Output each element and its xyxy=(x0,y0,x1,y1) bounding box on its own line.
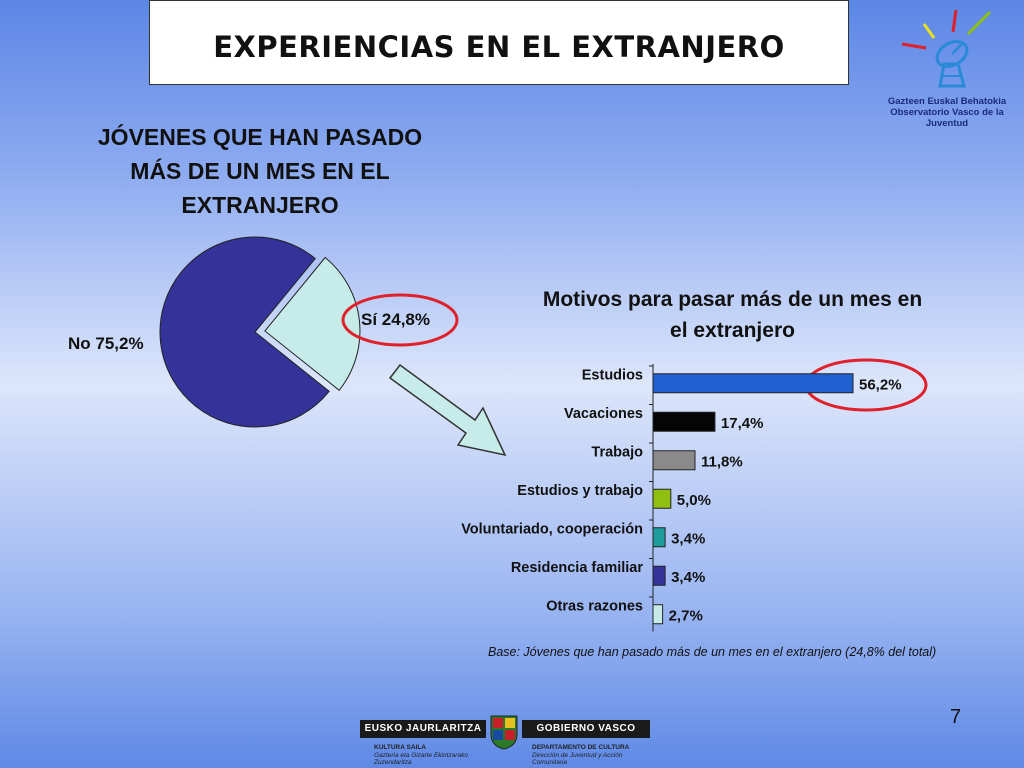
bar-category-label: Estudios y trabajo xyxy=(517,483,643,499)
bar-chart-title: Motivos para pasar más de un mes en el e… xyxy=(490,284,975,346)
footer-left-sub2: Zuzendaritza xyxy=(374,759,412,766)
bar-value-label: 3,4% xyxy=(671,569,705,586)
footer-right-sub1: Dirección de Juventud y Acción xyxy=(532,751,623,759)
bar-category-label: Vacaciones xyxy=(564,406,643,422)
bar-1 xyxy=(652,411,716,432)
bar-4 xyxy=(652,527,666,548)
logo-text: Gazteen Euskal Behatokia Observatorio Va… xyxy=(870,96,1024,129)
bar-title-line-1: Motivos para pasar más de un mes en xyxy=(542,288,923,311)
bar-value-label: 3,4% xyxy=(671,530,705,547)
bar-value-label: 2,7% xyxy=(669,607,703,624)
bar-category-label: Voluntariado, cooperación xyxy=(461,521,643,537)
pie-slice-no xyxy=(159,236,330,428)
bar-value-label: 17,4% xyxy=(721,415,764,432)
page-number: 7 xyxy=(950,706,962,728)
logo-line-2: Observatorio Vasco de la Juventud xyxy=(890,107,1004,129)
footer-left-text: KULTURA SAILA Gazteria eta Gizarte Ekint… xyxy=(374,744,468,767)
footer-right-sub2: Comunitaria xyxy=(532,759,568,766)
pie-label-si: Sí 24,8% xyxy=(361,310,430,329)
bar-value-label: 56,2% xyxy=(859,376,902,393)
footer-left-bar: EUSKO JAURLARITZA xyxy=(360,720,486,738)
coat-of-arms-icon xyxy=(490,715,518,750)
title-box: EXPERIENCIAS EN EL EXTRANJERO xyxy=(149,0,849,85)
pie-chart-title: JÓVENES QUE HAN PASADO MÁS DE UN MES EN … xyxy=(50,120,470,222)
bar-value-label: 11,8% xyxy=(701,453,743,470)
bar-5 xyxy=(652,565,666,586)
pie-title-line-3: EXTRANJERO xyxy=(181,192,339,218)
pie-title-line-2: MÁS DE UN MES EN EL xyxy=(130,158,390,184)
base-note: Base: Jóvenes que han pasado más de un m… xyxy=(488,645,937,659)
pie-label-no: No 75,2% xyxy=(68,334,144,353)
bar-category-label: Estudios xyxy=(582,367,643,383)
logo-line-1: Gazteen Euskal Behatokia xyxy=(887,96,1007,107)
bar-value-label: 5,0% xyxy=(677,492,711,509)
arrow-icon xyxy=(388,363,507,457)
bar-3 xyxy=(652,488,672,509)
pie-slice-si xyxy=(264,256,361,391)
footer-right-bar: GOBIERNO VASCO xyxy=(522,720,650,738)
footer-left-sub1: Gazteria eta Gizarte Ekintzarako xyxy=(374,751,468,759)
footer-right-text: DEPARTAMENTO DE CULTURA Dirección de Juv… xyxy=(532,744,629,767)
satellite-dish-logo-icon xyxy=(901,9,992,88)
bar-category-label: Otras razones xyxy=(546,598,643,614)
footer-logo: EUSKO JAURLARITZA GOBIERNO VASCO KULTURA… xyxy=(360,712,650,768)
bar-category-label: Residencia familiar xyxy=(511,560,644,576)
pie-title-line-1: JÓVENES QUE HAN PASADO xyxy=(97,124,423,150)
bar-0 xyxy=(652,373,854,394)
bar-6 xyxy=(652,604,664,625)
bar-highlight-circle xyxy=(804,358,928,412)
bar-2 xyxy=(652,450,696,471)
footer-left-dept: KULTURA SAILA xyxy=(374,744,426,751)
footer-right-dept: DEPARTAMENTO DE CULTURA xyxy=(532,744,630,751)
bar-category-label: Trabajo xyxy=(591,444,643,460)
bar-title-line-2: el extranjero xyxy=(670,319,795,342)
page-title: EXPERIENCIAS EN EL EXTRANJERO xyxy=(213,29,785,64)
